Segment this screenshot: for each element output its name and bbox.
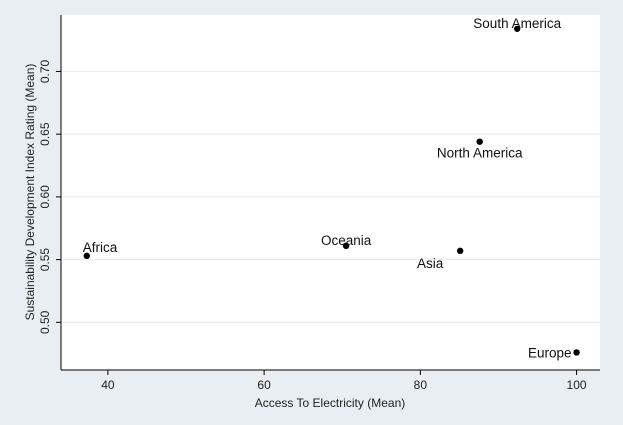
gridlines — [61, 70, 600, 323]
data-point — [513, 25, 521, 32]
point-label: South America — [473, 16, 561, 31]
x-ticks: 40 60 80 100 — [101, 370, 587, 392]
data-point — [456, 247, 464, 255]
data-points: South America North America Africa Oceania A… — [83, 16, 580, 360]
y-tick-label: 0.50 — [38, 310, 52, 334]
y-axis-title: Sustainability Development Index Rating … — [23, 64, 37, 321]
point-label: Asia — [417, 256, 444, 271]
x-tick-label: 60 — [257, 378, 271, 392]
y-tick-label: 0.55 — [38, 248, 52, 272]
data-point — [573, 349, 580, 356]
point-label: Europe — [528, 345, 572, 360]
y-tick-label: 0.65 — [38, 122, 52, 146]
plot-area — [61, 15, 600, 370]
data-point — [83, 252, 90, 260]
x-tick-label: 100 — [567, 378, 587, 392]
y-tick-label: 0.70 — [38, 59, 52, 83]
y-ticks: 0.50 0.55 0.60 0.65 0.70 — [38, 59, 61, 334]
point-label: Oceania — [321, 233, 372, 248]
data-point — [476, 138, 483, 145]
point-label: Africa — [83, 240, 118, 255]
x-tick-label: 40 — [101, 378, 115, 392]
x-tick-label: 80 — [414, 378, 428, 392]
data-point — [342, 242, 350, 250]
x-axis-title: Access To Electricity (Mean) — [255, 396, 406, 410]
point-label: North America — [437, 146, 523, 161]
y-tick-label: 0.60 — [38, 185, 52, 209]
